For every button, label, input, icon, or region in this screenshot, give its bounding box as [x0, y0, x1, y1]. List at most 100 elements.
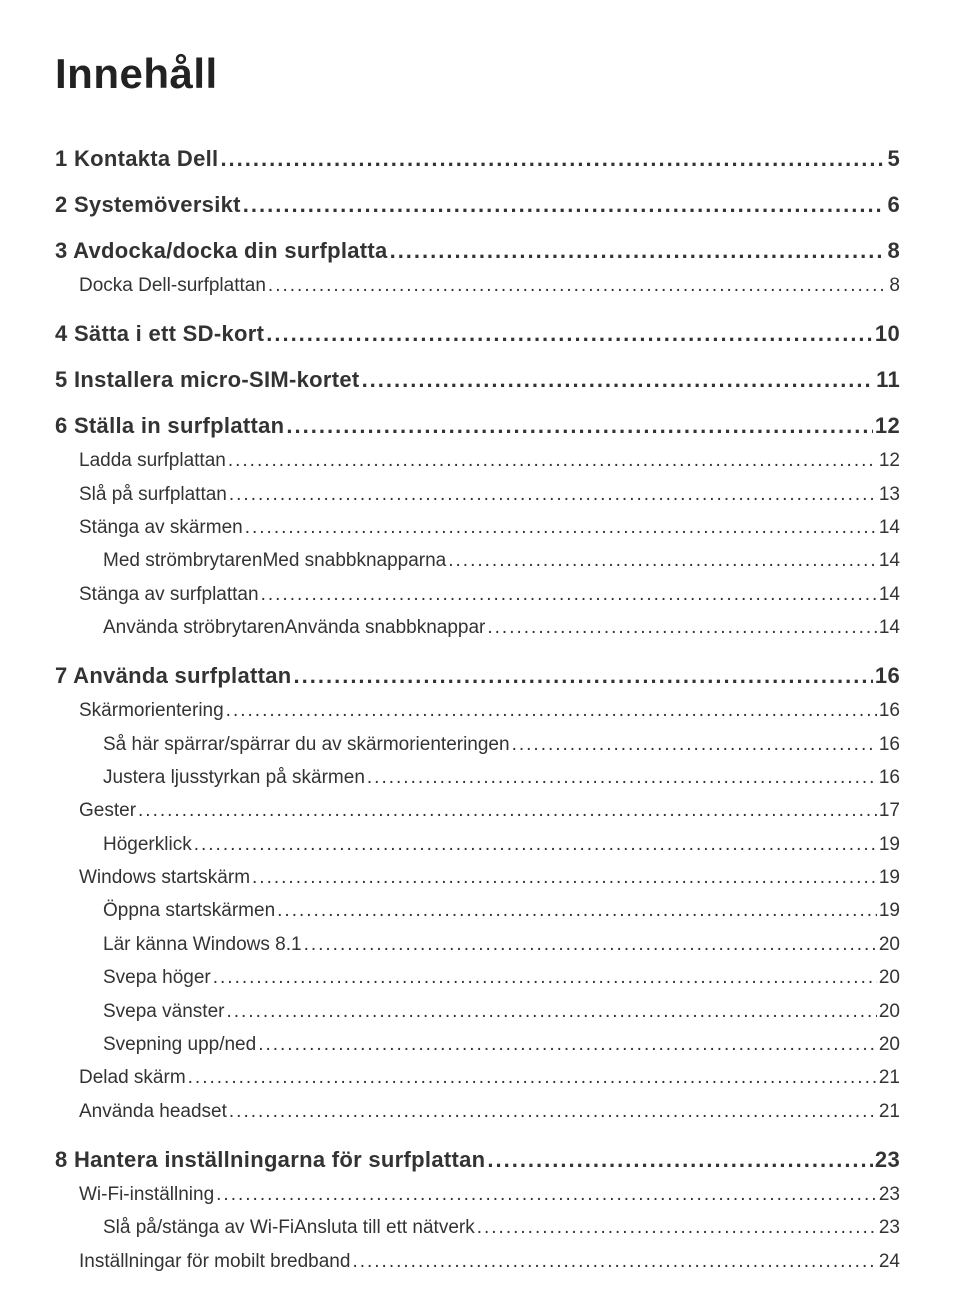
toc-entry-title: Wi-Fi-inställning: [79, 1179, 214, 1210]
toc-entry[interactable]: 2 Systemöversikt6: [55, 192, 900, 218]
toc-entry[interactable]: Svepning upp/ned 20: [55, 1029, 900, 1060]
toc-entry-title: Stänga av surfplattan: [79, 579, 259, 610]
toc-entry[interactable]: Justera ljusstyrkan på skärmen16: [55, 762, 900, 793]
toc-entry-page: 17: [879, 795, 900, 826]
toc-entry-title: 6 Ställa in surfplattan: [55, 413, 284, 439]
toc-entry[interactable]: Använda headset 21: [55, 1096, 900, 1127]
toc-entry-title: Ladda surfplattan: [79, 445, 226, 476]
toc-entry-page: 14: [879, 612, 900, 643]
toc-dots: [138, 795, 877, 826]
toc-dots: [229, 479, 877, 510]
toc-entry[interactable]: Öppna startskärmen 19: [55, 895, 900, 926]
toc-entry-page: 10: [875, 321, 900, 347]
toc-entry[interactable]: Med strömbrytarenMed snabbknapparna14: [55, 545, 900, 576]
toc-entry-title: 1 Kontakta Dell: [55, 146, 218, 172]
toc-entry[interactable]: Svepa höger20: [55, 962, 900, 993]
toc-entry-page: 23: [875, 1147, 900, 1173]
toc-entry[interactable]: Delad skärm 21: [55, 1062, 900, 1093]
toc-entry-title: 5 Installera micro-SIM-kortet: [55, 367, 360, 393]
toc-entry-page: 19: [879, 862, 900, 893]
toc-entry[interactable]: Slå på/stänga av Wi-FiAnsluta till ett n…: [55, 1212, 900, 1243]
toc-entry-page: 13: [879, 479, 900, 510]
page-title: Innehåll: [55, 50, 900, 98]
toc-entry-page: 24: [879, 1246, 900, 1277]
toc-entry-page: 8: [887, 238, 900, 264]
toc-entry-title: Lär känna Windows 8.1: [103, 929, 302, 960]
toc-dots: [229, 1096, 877, 1127]
toc-entry-title: Öppna startskärmen: [103, 895, 275, 926]
toc-entry[interactable]: Stänga av skärmen14: [55, 512, 900, 543]
toc-entry[interactable]: 4 Sätta i ett SD-kort10: [55, 321, 900, 347]
toc-entry[interactable]: 3 Avdocka/docka din surfplatta 8: [55, 238, 900, 264]
toc-entry[interactable]: Använda ströbrytarenAnvända snabbknappar…: [55, 612, 900, 643]
toc-entry[interactable]: Inställningar för mobilt bredband 24: [55, 1246, 900, 1277]
toc-entry-page: 12: [875, 413, 900, 439]
toc-entry[interactable]: Högerklick 19: [55, 829, 900, 860]
toc-entry[interactable]: 6 Ställa in surfplattan 12: [55, 413, 900, 439]
toc-dots: [266, 321, 873, 347]
toc-entry-title: Slå på/stänga av Wi-FiAnsluta till ett n…: [103, 1212, 475, 1243]
toc-entry-page: 14: [879, 512, 900, 543]
toc-entry[interactable]: Lär känna Windows 8.120: [55, 929, 900, 960]
toc-entry[interactable]: 1 Kontakta Dell 5: [55, 146, 900, 172]
toc-entry[interactable]: 7 Använda surfplattan16: [55, 663, 900, 689]
toc-entry-title: Svepning upp/ned: [103, 1029, 256, 1060]
toc-dots: [487, 612, 876, 643]
toc-entry[interactable]: Så här spärrar/spärrar du av skärmorient…: [55, 729, 900, 760]
toc-entry-page: 14: [879, 545, 900, 576]
toc-dots: [243, 192, 886, 218]
toc-dots: [268, 270, 888, 301]
toc-entry-title: Windows startskärm: [79, 862, 250, 893]
toc-entry-page: 16: [879, 729, 900, 760]
toc-entry-title: Svepa vänster: [103, 996, 224, 1027]
toc-dots: [390, 238, 886, 264]
toc-entry-page: 12: [879, 445, 900, 476]
toc-entry-page: 19: [879, 895, 900, 926]
toc-entry[interactable]: Svepa vänster 20: [55, 996, 900, 1027]
toc-dots: [487, 1147, 873, 1173]
toc-dots: [286, 413, 873, 439]
toc-entry-page: 16: [879, 762, 900, 793]
toc-entry-page: 21: [879, 1062, 900, 1093]
toc-entry-title: Delad skärm: [79, 1062, 186, 1093]
toc-entry[interactable]: 8 Hantera inställningarna för surfplatta…: [55, 1147, 900, 1173]
toc-entry-page: 8: [889, 270, 900, 301]
toc-dots: [226, 996, 876, 1027]
toc-entry-title: 3 Avdocka/docka din surfplatta: [55, 238, 388, 264]
toc-entry-title: Högerklick: [103, 829, 192, 860]
toc-dots: [226, 695, 877, 726]
toc-entry-title: Inställningar för mobilt bredband: [79, 1246, 350, 1277]
toc-entry-page: 21: [879, 1096, 900, 1127]
toc-dots: [352, 1246, 876, 1277]
toc-dots: [252, 862, 877, 893]
toc-entry-title: Använda ströbrytarenAnvända snabbknappar: [103, 612, 485, 643]
toc-entry[interactable]: 5 Installera micro-SIM-kortet11: [55, 367, 900, 393]
toc-dots: [220, 146, 885, 172]
toc-entry-page: 19: [879, 829, 900, 860]
toc-entry-page: 14: [879, 579, 900, 610]
toc-entry[interactable]: Stänga av surfplattan 14: [55, 579, 900, 610]
toc-entry[interactable]: Gester 17: [55, 795, 900, 826]
toc-entry-page: 16: [879, 695, 900, 726]
toc-dots: [477, 1212, 877, 1243]
toc-entry[interactable]: Windows startskärm 19: [55, 862, 900, 893]
toc-entry[interactable]: Docka Dell-surfplattan8: [55, 270, 900, 301]
toc-entry[interactable]: Slå på surfplattan13: [55, 479, 900, 510]
toc-entry-page: 16: [875, 663, 900, 689]
toc-entry-page: 20: [879, 996, 900, 1027]
toc-entry-page: 23: [879, 1212, 900, 1243]
toc-entry[interactable]: Wi-Fi-inställning23: [55, 1179, 900, 1210]
toc-entry-page: 5: [887, 146, 900, 172]
toc-entry-page: 20: [879, 962, 900, 993]
toc-dots: [261, 579, 877, 610]
toc-entry-title: Använda headset: [79, 1096, 227, 1127]
toc-entry[interactable]: Skärmorientering16: [55, 695, 900, 726]
toc-dots: [228, 445, 877, 476]
toc-entry-page: 6: [887, 192, 900, 218]
toc-entry-title: Gester: [79, 795, 136, 826]
toc-entry[interactable]: Ladda surfplattan 12: [55, 445, 900, 476]
toc-entry-page: 20: [879, 1029, 900, 1060]
toc-dots: [362, 367, 875, 393]
toc-entry-title: 8 Hantera inställningarna för surfplatta…: [55, 1147, 485, 1173]
toc-dots: [304, 929, 877, 960]
